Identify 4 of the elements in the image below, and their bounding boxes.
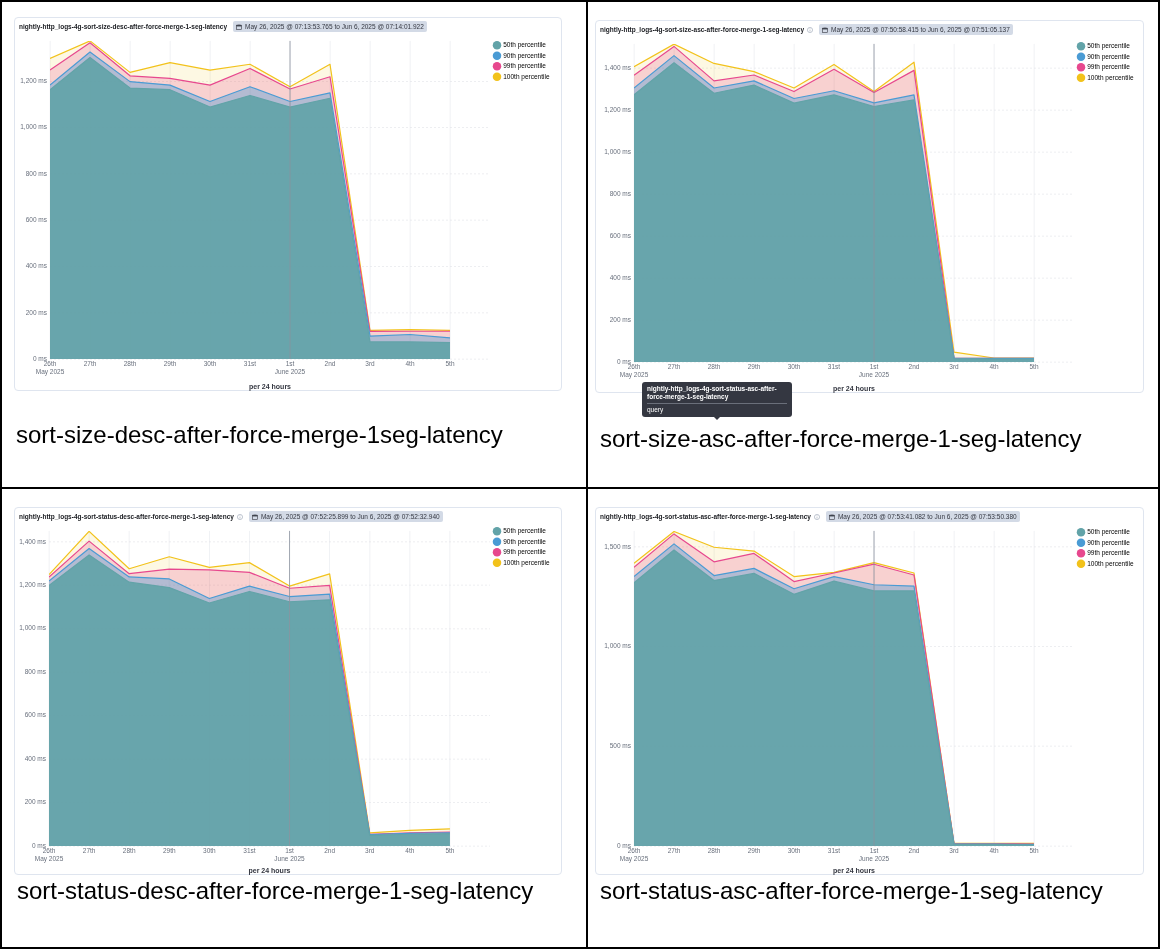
text: sort-size-desc-after-force-merge-1seg-latency xyxy=(16,421,503,449)
text: sort-status-desc-after-force-merge-1-seg-latency xyxy=(17,877,534,905)
text: sort-size-asc-after-force-merge-1-seg-latency xyxy=(600,425,1082,453)
text: sort-status-asc-after-force-merge-1-seg-latency xyxy=(600,877,1103,905)
